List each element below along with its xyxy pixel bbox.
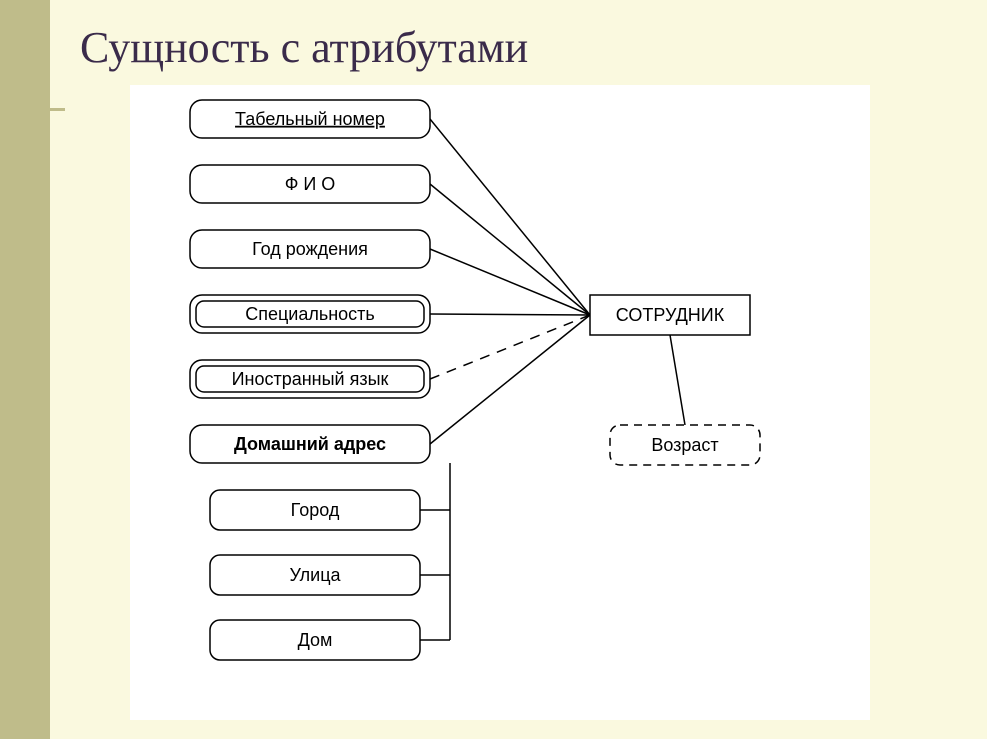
- attribute-label-tabnum: Табельный номер: [235, 109, 385, 129]
- attribute-tabnum: Табельный номер: [190, 100, 430, 138]
- sub-attribute-street: Улица: [210, 555, 420, 595]
- sub-attribute-label-city: Город: [291, 500, 340, 520]
- edge-entity-to-derived: [670, 335, 685, 425]
- attribute-spec: Специальность: [190, 295, 430, 333]
- derived-age: Возраст: [610, 425, 760, 465]
- attribute-label-spec: Специальность: [245, 304, 375, 324]
- edge-lang-to-employee: [430, 315, 590, 379]
- attribute-lang: Иностранный язык: [190, 360, 430, 398]
- slide: Сущность с атрибутами Табельный номер Ф И…: [0, 0, 987, 739]
- sub-attribute-city: Город: [210, 490, 420, 530]
- edge-tabnum-to-employee: [430, 119, 590, 315]
- edge-year-to-employee: [430, 249, 590, 315]
- edge-spec-to-employee: [430, 314, 590, 315]
- attribute-label-lang: Иностранный язык: [232, 369, 389, 389]
- title-bullet-line: [25, 108, 65, 111]
- sub-attribute-label-house: Дом: [298, 630, 333, 650]
- entity-employee: СОТРУДНИК: [590, 295, 750, 335]
- attribute-year: Год рождения: [190, 230, 430, 268]
- derived-label-age: Возраст: [651, 435, 718, 455]
- attribute-label-addr: Домашний адрес: [234, 434, 386, 454]
- attribute-fio: Ф И О: [190, 165, 430, 203]
- slide-title: Сущность с атрибутами: [80, 22, 528, 73]
- edge-addr-to-employee: [430, 315, 590, 444]
- entity-label-employee: СОТРУДНИК: [616, 305, 725, 325]
- sub-attribute-house: Дом: [210, 620, 420, 660]
- edge-fio-to-employee: [430, 184, 590, 315]
- attribute-label-fio: Ф И О: [285, 174, 336, 194]
- attribute-label-year: Год рождения: [252, 239, 368, 259]
- sub-attribute-label-street: Улица: [289, 565, 341, 585]
- nodes-layer: Табельный номер Ф И О Год рождения Специаль…: [190, 100, 760, 660]
- er-diagram: Табельный номер Ф И О Год рождения Специаль…: [130, 85, 870, 720]
- attribute-addr: Домашний адрес: [190, 425, 430, 463]
- diagram-frame: Табельный номер Ф И О Год рождения Специаль…: [130, 85, 870, 720]
